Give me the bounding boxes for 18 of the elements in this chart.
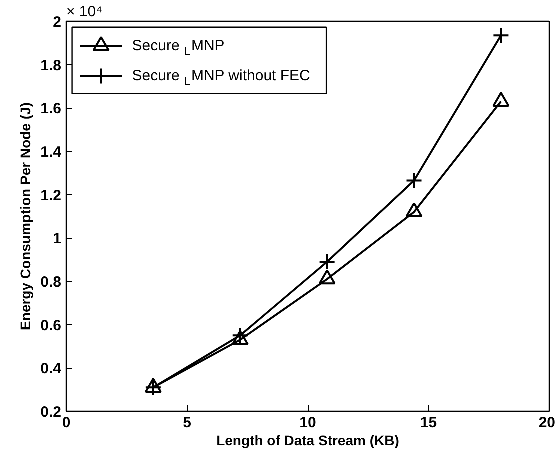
y-tick-label: 1.2: [40, 187, 62, 204]
y-axis-title: Energy Consumption Per Node (J): [18, 102, 34, 330]
x-tick-label: 15: [420, 414, 438, 432]
y-tick-label: 2: [53, 14, 62, 31]
x-axis-title: Length of Data Stream (KB): [216, 432, 400, 448]
y-tick-label: 1.8: [40, 57, 62, 74]
x-tick-label: 10: [300, 414, 316, 432]
x-tick-label: 20: [538, 414, 555, 432]
text: × 10⁴: [66, 4, 103, 20]
x-tick-label: 0: [62, 414, 71, 432]
y-tick-label: 1: [53, 230, 62, 248]
y-tick-label: 0.8: [40, 274, 62, 291]
x-tick-label: 5: [183, 414, 192, 432]
y-tick-label: 0.6: [40, 317, 62, 334]
y-tick-label: 1.6: [40, 100, 62, 118]
y-tick-label: 1.4: [40, 144, 62, 161]
y-tick-label: 0.2: [40, 404, 62, 421]
y-tick-label: 0.4: [40, 360, 62, 378]
